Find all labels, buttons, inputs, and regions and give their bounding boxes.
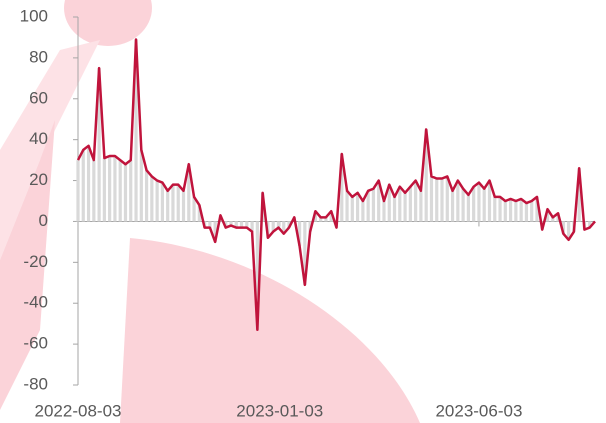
bar bbox=[351, 197, 354, 222]
bar bbox=[119, 160, 122, 221]
bar bbox=[171, 185, 174, 222]
bar bbox=[414, 181, 417, 222]
bar bbox=[430, 176, 433, 221]
bar bbox=[124, 164, 127, 221]
bar bbox=[498, 197, 501, 222]
bar bbox=[472, 187, 475, 222]
bar bbox=[509, 199, 512, 221]
bar bbox=[156, 181, 159, 222]
bar bbox=[76, 160, 79, 221]
bar bbox=[345, 191, 348, 222]
bar bbox=[166, 191, 169, 222]
bar bbox=[382, 201, 385, 221]
bar bbox=[103, 158, 106, 221]
bar bbox=[87, 146, 90, 222]
bar bbox=[462, 189, 465, 222]
bar bbox=[530, 201, 533, 221]
bar bbox=[409, 187, 412, 222]
y-tick-label: -60 bbox=[23, 334, 48, 353]
bar bbox=[398, 187, 401, 222]
bar bbox=[477, 183, 480, 222]
bar bbox=[451, 191, 454, 222]
bar bbox=[92, 160, 95, 221]
bar bbox=[393, 197, 396, 222]
bar bbox=[467, 195, 470, 222]
x-tick-label: 2023-06-03 bbox=[435, 401, 522, 420]
bar bbox=[129, 160, 132, 221]
bar bbox=[483, 189, 486, 222]
bar bbox=[150, 176, 153, 221]
x-tick-label: 2023-01-03 bbox=[236, 401, 323, 420]
bar bbox=[403, 193, 406, 222]
bar bbox=[356, 193, 359, 222]
bar bbox=[520, 199, 523, 221]
bar bbox=[182, 191, 185, 222]
y-tick-label: 40 bbox=[29, 129, 48, 148]
bar bbox=[514, 201, 517, 221]
chart: -80 -60 -40 -20 0 20 40 60 80 100 2022-08-03 2023-0… bbox=[0, 0, 606, 423]
bar bbox=[493, 197, 496, 222]
y-tick-label: 0 bbox=[39, 211, 48, 230]
bar bbox=[435, 179, 438, 222]
y-tick-label: 60 bbox=[29, 88, 48, 107]
decor-shape bbox=[120, 238, 420, 423]
y-tick-label: 80 bbox=[29, 47, 48, 66]
y-tick-label: -80 bbox=[23, 374, 48, 393]
bar bbox=[525, 203, 528, 221]
bar bbox=[108, 156, 111, 221]
bar bbox=[140, 150, 143, 222]
bar bbox=[419, 191, 422, 222]
y-tick-label: 20 bbox=[29, 170, 48, 189]
y-tick-label: -20 bbox=[23, 252, 48, 271]
y-tick-label: 100 bbox=[20, 6, 48, 25]
bar bbox=[361, 201, 364, 221]
bar bbox=[177, 185, 180, 222]
bar bbox=[372, 189, 375, 222]
bar bbox=[82, 150, 85, 222]
bar bbox=[504, 201, 507, 221]
x-tick-label: 2022-08-03 bbox=[35, 401, 122, 420]
bar bbox=[456, 181, 459, 222]
bar bbox=[113, 156, 116, 221]
bar bbox=[145, 170, 148, 221]
bar bbox=[446, 176, 449, 221]
bar bbox=[161, 183, 164, 222]
decor-circle bbox=[64, 0, 152, 46]
bar bbox=[440, 179, 443, 222]
y-tick-label: -40 bbox=[23, 293, 48, 312]
